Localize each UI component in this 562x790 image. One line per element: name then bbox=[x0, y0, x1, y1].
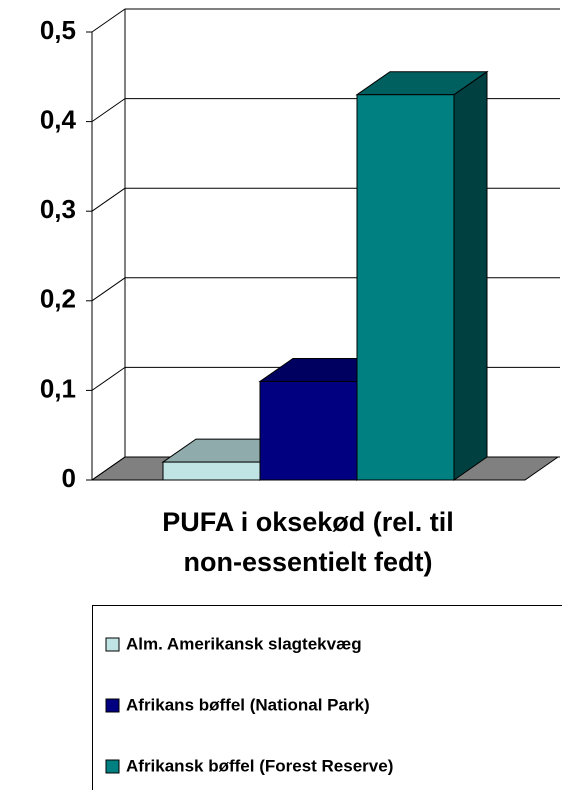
bar bbox=[162, 461, 261, 481]
y-tick-label: 0,4 bbox=[40, 104, 77, 134]
bar bbox=[356, 94, 455, 481]
y-tick-label: 0 bbox=[62, 463, 76, 493]
grid-line-side bbox=[91, 277, 126, 302]
grid-line-side bbox=[91, 456, 126, 481]
x-axis-label: PUFA i oksekød (rel. til bbox=[162, 507, 454, 537]
bar-side bbox=[453, 70, 488, 481]
legend bbox=[92, 605, 562, 790]
legend-swatch bbox=[105, 698, 120, 713]
x-axis-label: non-essentielt fedt) bbox=[183, 547, 432, 577]
grid-line-side bbox=[91, 366, 126, 391]
grid-line-side bbox=[91, 187, 126, 212]
y-tick-label: 0,5 bbox=[40, 15, 76, 45]
legend-swatch bbox=[105, 759, 120, 774]
legend-label: Afrikans bøffel (National Park) bbox=[126, 695, 370, 714]
legend-label: Afrikansk bøffel (Forest Reserve) bbox=[126, 756, 393, 775]
legend-label: Alm. Amerikansk slagtekvæg bbox=[126, 634, 362, 653]
grid-line-side bbox=[91, 98, 126, 123]
legend-swatch bbox=[105, 637, 120, 652]
y-tick-label: 0,1 bbox=[40, 373, 76, 403]
y-tick-label: 0,3 bbox=[40, 194, 76, 224]
grid-line-side bbox=[91, 8, 126, 33]
y-tick-label: 0,2 bbox=[40, 284, 76, 314]
bar bbox=[259, 380, 358, 481]
